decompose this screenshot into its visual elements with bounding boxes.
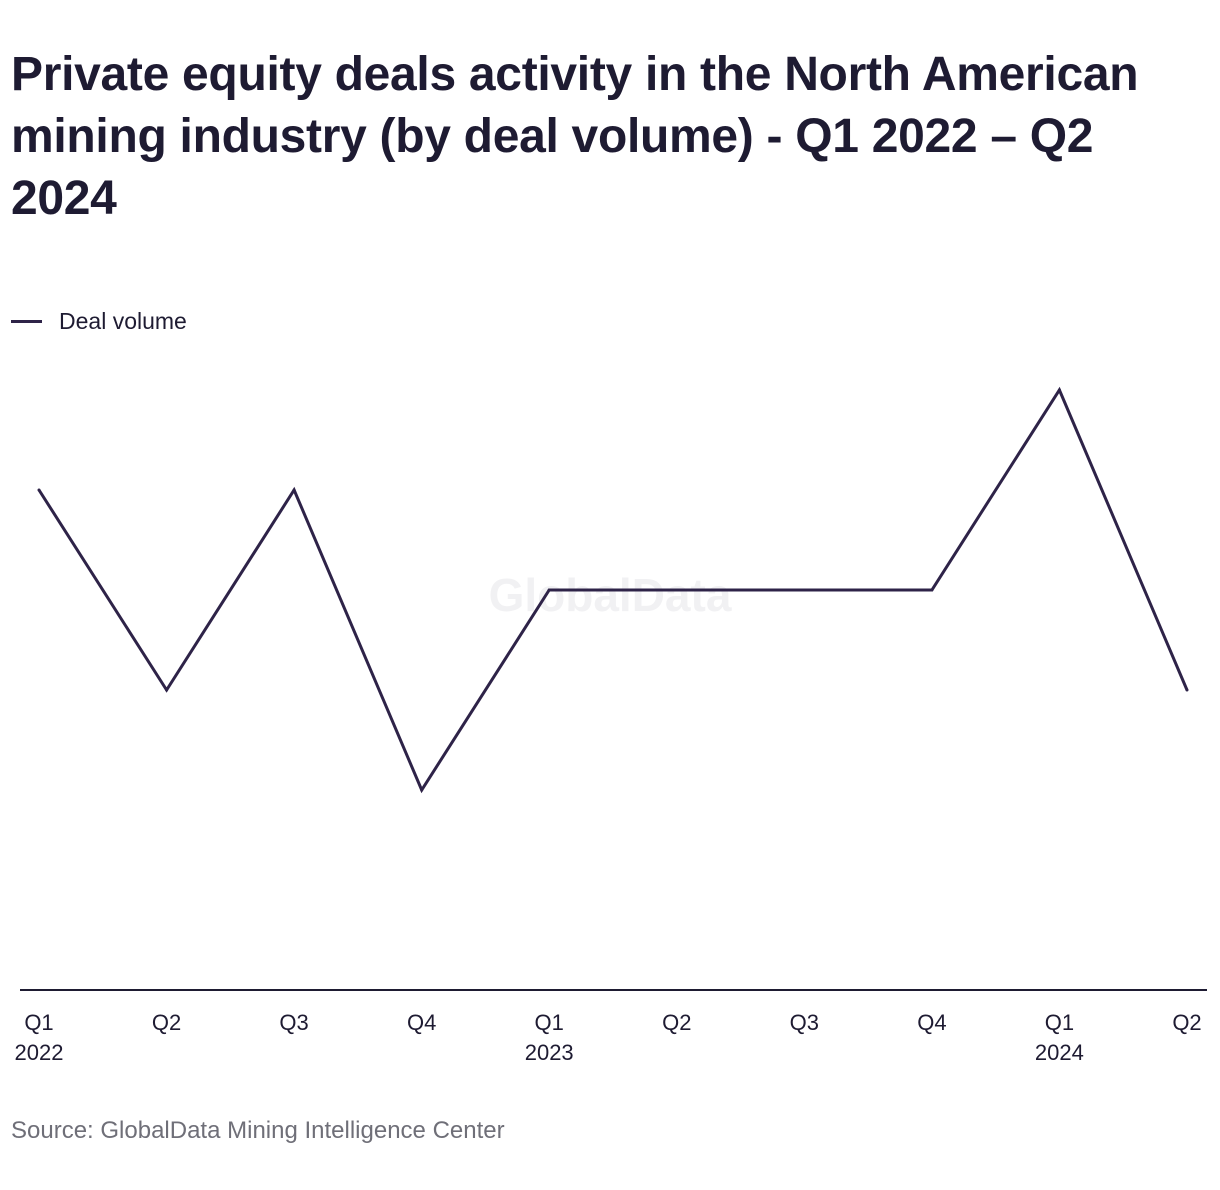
x-tick-label-year: 2023 xyxy=(525,1040,574,1065)
data-point xyxy=(802,588,806,592)
data-point xyxy=(292,488,296,492)
x-tick-label-quarter: Q3 xyxy=(790,1010,819,1035)
data-point xyxy=(675,588,679,592)
data-point xyxy=(420,788,424,792)
x-tick-label-quarter: Q2 xyxy=(662,1010,691,1035)
data-point xyxy=(37,488,41,492)
x-tick-label-quarter: Q2 xyxy=(1172,1010,1201,1035)
line-chart: GlobalData Q1 2022 Q2 Q3 Q4 Q1 2023 Q2 Q3 Q4 Q1 202… xyxy=(15,386,1207,1065)
legend-label: Deal volume xyxy=(59,307,187,334)
x-tick-label-year: 2024 xyxy=(1035,1040,1084,1065)
series-line-deal-volume xyxy=(37,386,1189,794)
x-tick-label-quarter: Q4 xyxy=(407,1010,436,1035)
x-tick-label-quarter: Q1 xyxy=(535,1010,564,1035)
chart-title: Private equity deals activity in the Nor… xyxy=(11,48,1139,225)
series-layer xyxy=(37,386,1189,794)
data-point xyxy=(1185,688,1189,692)
data-point xyxy=(930,588,934,592)
x-tick-label-quarter: Q4 xyxy=(917,1010,946,1035)
x-tick-label-quarter: Q1 xyxy=(1045,1010,1074,1035)
x-tick-label-quarter: Q1 xyxy=(24,1010,53,1035)
source-note: Source: GlobalData Mining Intelligence C… xyxy=(11,1117,505,1144)
x-tick-label-quarter: Q2 xyxy=(152,1010,181,1035)
data-point xyxy=(165,688,169,692)
x-tick-label-quarter: Q3 xyxy=(279,1010,308,1035)
legend-line-swatch xyxy=(11,319,42,323)
watermark: GlobalData xyxy=(489,569,732,621)
x-axis-ticks: Q1 2022 Q2 Q3 Q4 Q1 2023 Q2 Q3 Q4 Q1 2024 Q2 xyxy=(15,1010,1202,1065)
data-point xyxy=(1057,388,1061,392)
x-tick-label-year: 2022 xyxy=(15,1040,64,1065)
data-point xyxy=(547,588,551,592)
legend: Deal volume xyxy=(11,306,187,336)
